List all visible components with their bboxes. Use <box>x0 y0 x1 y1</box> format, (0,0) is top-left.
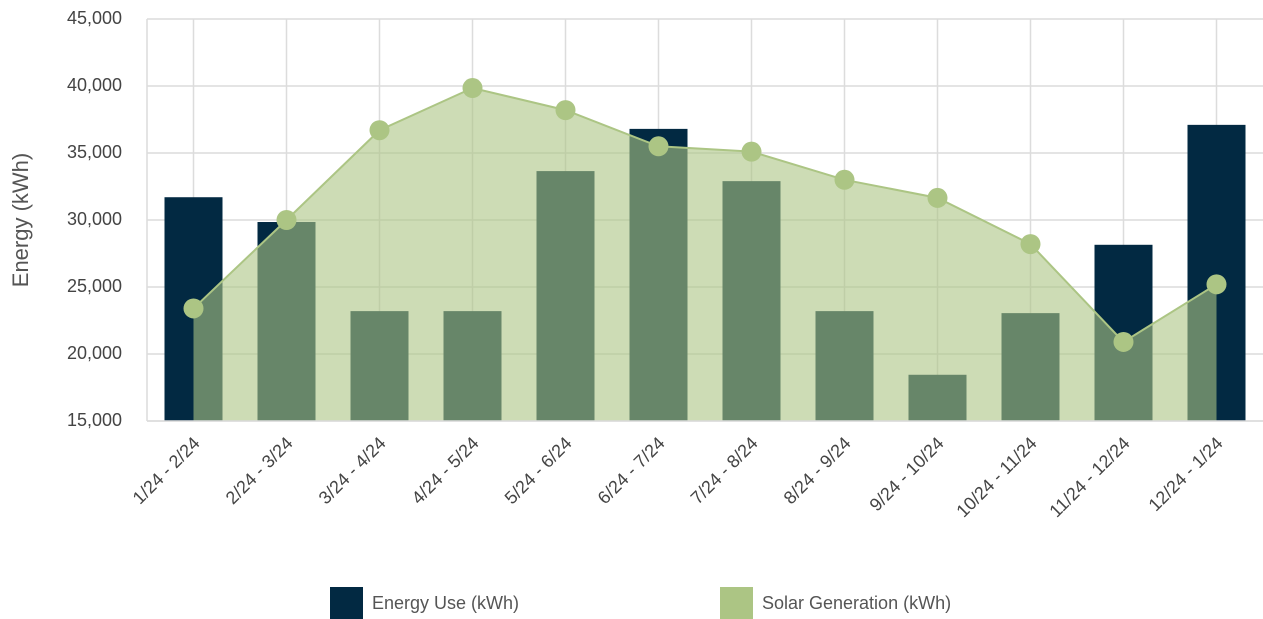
y-tick-label: 35,000 <box>67 142 122 162</box>
x-tick-label: 7/24 - 8/24 <box>687 433 762 508</box>
y-axis-title: Energy (kWh) <box>8 153 33 287</box>
area <box>193 88 1217 421</box>
legend-label: Energy Use (kWh) <box>372 593 519 613</box>
x-tick-label: 6/24 - 7/24 <box>594 433 669 508</box>
legend-label: Solar Generation (kWh) <box>762 593 951 613</box>
x-tick-label: 11/24 - 12/24 <box>1045 433 1133 521</box>
x-tick-label: 2/24 - 3/24 <box>222 433 297 508</box>
point <box>369 120 390 141</box>
x-tick-label: 3/24 - 4/24 <box>315 433 390 508</box>
point <box>1113 331 1134 352</box>
x-tick-label: 5/24 - 6/24 <box>501 433 576 508</box>
y-tick-label: 25,000 <box>67 276 122 296</box>
x-tick-label: 8/24 - 9/24 <box>780 433 855 508</box>
point <box>555 100 576 121</box>
point <box>741 141 762 162</box>
legend-swatch <box>720 587 753 619</box>
line <box>192 86 1218 344</box>
x-tick-label: 9/24 - 10/24 <box>866 433 948 515</box>
legend-swatch <box>330 587 363 619</box>
y-tick-label: 40,000 <box>67 75 122 95</box>
point <box>648 136 669 157</box>
y-tick-label: 15,000 <box>67 410 122 430</box>
x-tick-label: 12/24 - 1/24 <box>1145 433 1227 515</box>
point <box>183 298 204 319</box>
x-tick-label: 1/24 - 2/24 <box>129 433 204 508</box>
point <box>927 187 948 208</box>
point <box>276 210 297 230</box>
x-tick-label: 4/24 - 5/24 <box>408 433 483 508</box>
point <box>462 78 483 99</box>
point <box>834 169 855 190</box>
y-tick-label: 30,000 <box>67 209 122 229</box>
y-tick-label: 20,000 <box>67 343 122 363</box>
point <box>1020 234 1041 255</box>
y-tick-label: 45,000 <box>67 8 122 28</box>
point <box>1206 274 1227 295</box>
x-tick-label: 10/24 - 11/24 <box>952 433 1040 521</box>
